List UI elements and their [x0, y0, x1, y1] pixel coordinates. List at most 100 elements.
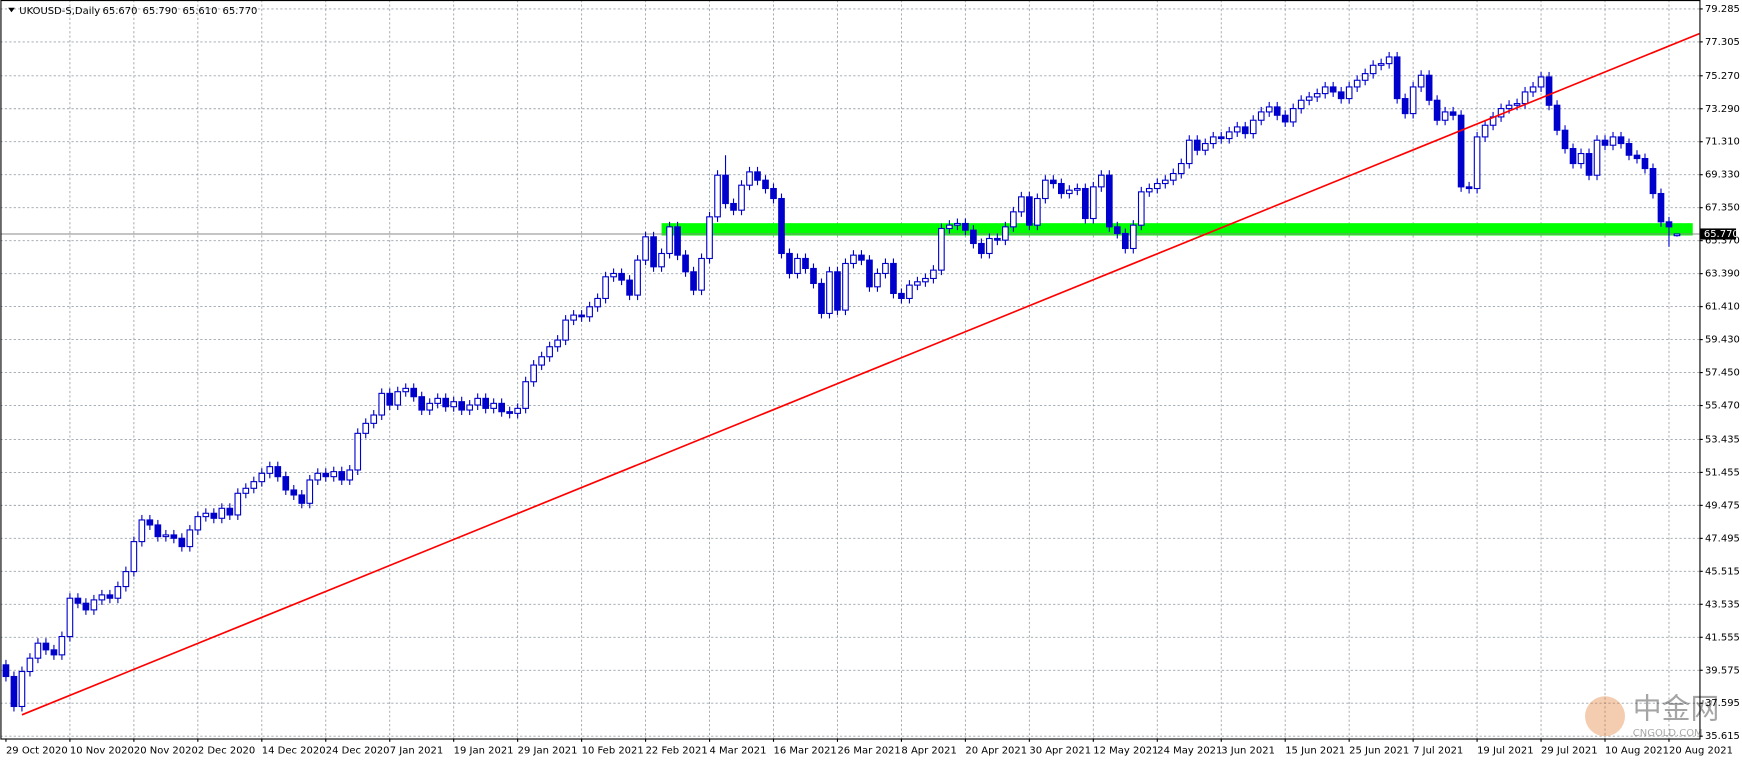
y-tick-label: 43.535	[1705, 599, 1740, 610]
y-tick-label: 53.435	[1705, 434, 1740, 445]
x-tick-label: 20 Aug 2021	[1669, 746, 1733, 757]
candle-body	[866, 259, 873, 288]
watermark: 中金网 CNGOLD.COM	[1585, 692, 1719, 739]
candle-body	[1249, 119, 1257, 135]
candle-body	[1034, 197, 1041, 226]
candle-body	[1050, 179, 1057, 185]
candle-body	[1321, 86, 1329, 95]
candle-body	[962, 222, 969, 231]
x-tick-label: 26 Mar 2021	[837, 746, 900, 757]
candle-body	[1505, 104, 1513, 110]
candle-body	[1401, 98, 1409, 115]
candle-body	[514, 407, 521, 414]
candle-body	[626, 279, 633, 296]
candle-body	[1417, 74, 1425, 88]
candle-body	[706, 216, 713, 260]
y-tick-label: 79.285	[1705, 4, 1740, 15]
x-tick-label: 24 Dec 2020	[326, 746, 390, 757]
candle-body	[1577, 152, 1585, 165]
candle-body	[1201, 143, 1209, 151]
y-tick-label: 71.310	[1705, 137, 1740, 148]
y-tick-label: 49.475	[1705, 500, 1740, 511]
x-tick-label: 10 Aug 2021	[1605, 746, 1669, 757]
y-tick-label: 47.495	[1705, 533, 1740, 544]
candle-body	[1545, 76, 1553, 106]
y-tick-label: 63.390	[1705, 269, 1740, 280]
candle-body	[602, 276, 609, 300]
candle-body	[1018, 196, 1025, 213]
candle-body	[1105, 174, 1113, 228]
candle-body	[698, 257, 705, 291]
candle-body	[1313, 93, 1321, 98]
menu-icon[interactable]	[8, 7, 15, 13]
watermark-text: 中金网	[1633, 692, 1720, 726]
candle-body	[330, 471, 338, 478]
x-tick-label: 15 Jun 2021	[1285, 746, 1345, 757]
candle-body	[650, 236, 657, 268]
candle-body	[250, 481, 258, 489]
x-tick-label: 20 Apr 2021	[965, 746, 1027, 757]
candle-body	[1625, 143, 1633, 156]
candle-body	[530, 364, 537, 383]
candle-body	[522, 381, 529, 409]
y-tick-label: 37.595	[1705, 698, 1740, 709]
y-tick-label: 41.555	[1705, 632, 1740, 643]
candle-body	[858, 254, 865, 261]
candle-body	[114, 586, 122, 599]
candle-body	[154, 524, 162, 538]
candle-body	[242, 487, 250, 494]
candle-body	[994, 237, 1001, 241]
candle-body	[1305, 96, 1313, 101]
candle-body	[458, 401, 466, 411]
candle-body	[1353, 79, 1361, 88]
candle-body	[82, 602, 90, 611]
header-value: 65.770	[222, 6, 257, 17]
candle-body	[850, 254, 857, 265]
y-tick-label: 65.370	[1705, 236, 1740, 247]
candle-body	[482, 397, 489, 409]
trendline	[21, 32, 1700, 716]
candle-body	[1217, 136, 1225, 140]
candle-body	[1649, 167, 1657, 195]
x-tick-label: 8 Apr 2021	[901, 746, 956, 757]
candle-body	[1369, 64, 1377, 75]
candle-body	[1473, 136, 1481, 190]
candle-body	[170, 534, 178, 539]
candle-body	[578, 314, 585, 318]
candle-body	[1121, 232, 1129, 250]
candle-body	[1273, 106, 1281, 116]
candle-body	[786, 252, 793, 275]
y-tick-label: 75.270	[1705, 71, 1740, 82]
candle-body	[978, 242, 985, 255]
candle-body	[490, 402, 497, 409]
candle-body	[882, 262, 889, 275]
candle-body	[914, 281, 921, 286]
x-tick-label: 2 Dec 2020	[198, 746, 255, 757]
x-tick-label: 30 Apr 2021	[1029, 746, 1091, 757]
y-tick-label: 73.290	[1705, 104, 1740, 115]
candle-body	[906, 284, 913, 300]
candle-body	[730, 202, 737, 211]
candle-body	[346, 469, 354, 481]
y-tick-label: 69.330	[1705, 170, 1740, 181]
y-tick-label: 45.515	[1705, 566, 1740, 577]
candle-body	[666, 226, 673, 255]
candle-body	[2, 664, 10, 678]
candle-body	[802, 257, 809, 270]
candle-body	[354, 432, 362, 471]
candle-body	[498, 402, 505, 413]
candle-body	[1225, 131, 1233, 140]
candle-body	[794, 257, 801, 275]
candle-body	[834, 271, 841, 311]
x-tick-label: 29 Oct 2020	[6, 746, 68, 757]
candle-body	[842, 262, 849, 311]
candle-body	[770, 187, 777, 200]
candle-body	[202, 512, 210, 518]
y-tick-label: 51.455	[1705, 467, 1740, 478]
candle-body	[874, 272, 881, 288]
candle-body	[1289, 108, 1297, 123]
candle-body	[1042, 179, 1049, 200]
candle-body	[922, 277, 929, 283]
candle-body	[506, 411, 513, 414]
candle-body	[1409, 86, 1417, 115]
